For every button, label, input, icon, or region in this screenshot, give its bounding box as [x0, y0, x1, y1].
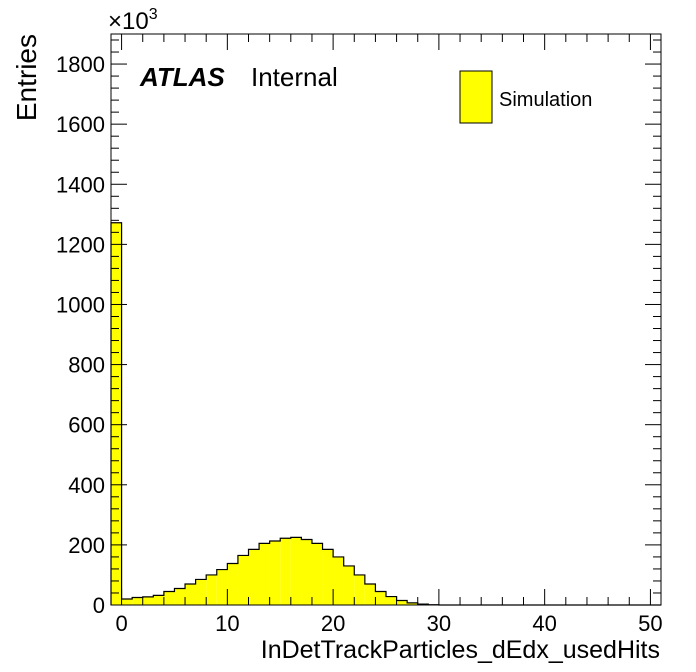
histogram-bar [111, 222, 122, 605]
histogram-bar [354, 574, 365, 605]
internal-label: Internal [251, 62, 338, 92]
histogram-bar [227, 563, 238, 605]
histogram-bar [142, 596, 154, 605]
y-tick-label: 1800 [56, 52, 105, 77]
y-tick-label: 1000 [56, 292, 105, 317]
x-tick-label: 20 [321, 611, 345, 636]
histogram-bars [110, 222, 661, 606]
histogram-bar [301, 539, 312, 605]
y-tick-label: 400 [68, 473, 105, 498]
histogram-outline [110, 222, 661, 606]
histogram-bar [248, 549, 260, 605]
legend-label-simulation: Simulation [499, 89, 592, 111]
x-tick-label: 30 [427, 611, 451, 636]
atlas-label: ATLAS [139, 62, 225, 92]
histogram-bar [375, 591, 386, 605]
histogram-bar [333, 556, 344, 605]
y-axis-label: Entries [11, 34, 42, 121]
y-tick-label: 0 [93, 593, 105, 618]
histogram-bar [280, 538, 291, 605]
histogram-bar [290, 537, 302, 605]
legend-swatch-simulation [459, 70, 493, 124]
x-tick-label: 40 [532, 611, 556, 636]
y-tick-label: 1200 [56, 232, 105, 257]
histogram-bar [386, 596, 397, 605]
histogram-bar [206, 574, 217, 605]
histogram-bar [121, 598, 133, 605]
histogram-bar [216, 569, 228, 605]
histogram-bar [237, 555, 249, 605]
y-tick-label: 800 [68, 353, 105, 378]
y-tick-label: 1400 [56, 172, 105, 197]
histogram-bar [407, 602, 418, 605]
histogram-bar [185, 583, 196, 605]
y-tick-label: 1600 [56, 112, 105, 137]
histogram-bar [311, 543, 323, 605]
y-tick-label: 600 [68, 413, 105, 438]
histogram-bar [269, 540, 281, 605]
histogram-bar [259, 543, 270, 605]
histogram-bar [396, 600, 408, 605]
x-tick-labels: 0 10 20 30 40 50 [115, 611, 662, 636]
y-multiplier: ×103 [108, 6, 158, 35]
histogram-bar [163, 591, 175, 605]
histogram-bar [174, 588, 186, 605]
histogram-bar [322, 549, 334, 605]
histogram-bar [132, 597, 143, 605]
y-tick-label: 200 [68, 533, 105, 558]
histogram-bar [364, 583, 376, 605]
histogram-bar [195, 579, 207, 605]
axis-ticks [111, 34, 661, 606]
y-tick-labels: 0 200 400 600 800 1000 1200 1400 1600 1800 [56, 52, 105, 618]
histogram-bar [153, 595, 164, 605]
plot-frame [110, 33, 662, 606]
histogram-bar [343, 565, 355, 605]
x-tick-label: 10 [215, 611, 239, 636]
x-tick-label: 0 [115, 611, 127, 636]
x-axis-label: InDetTrackParticles_dEdx_usedHits [261, 636, 660, 664]
x-tick-label: 50 [638, 611, 662, 636]
